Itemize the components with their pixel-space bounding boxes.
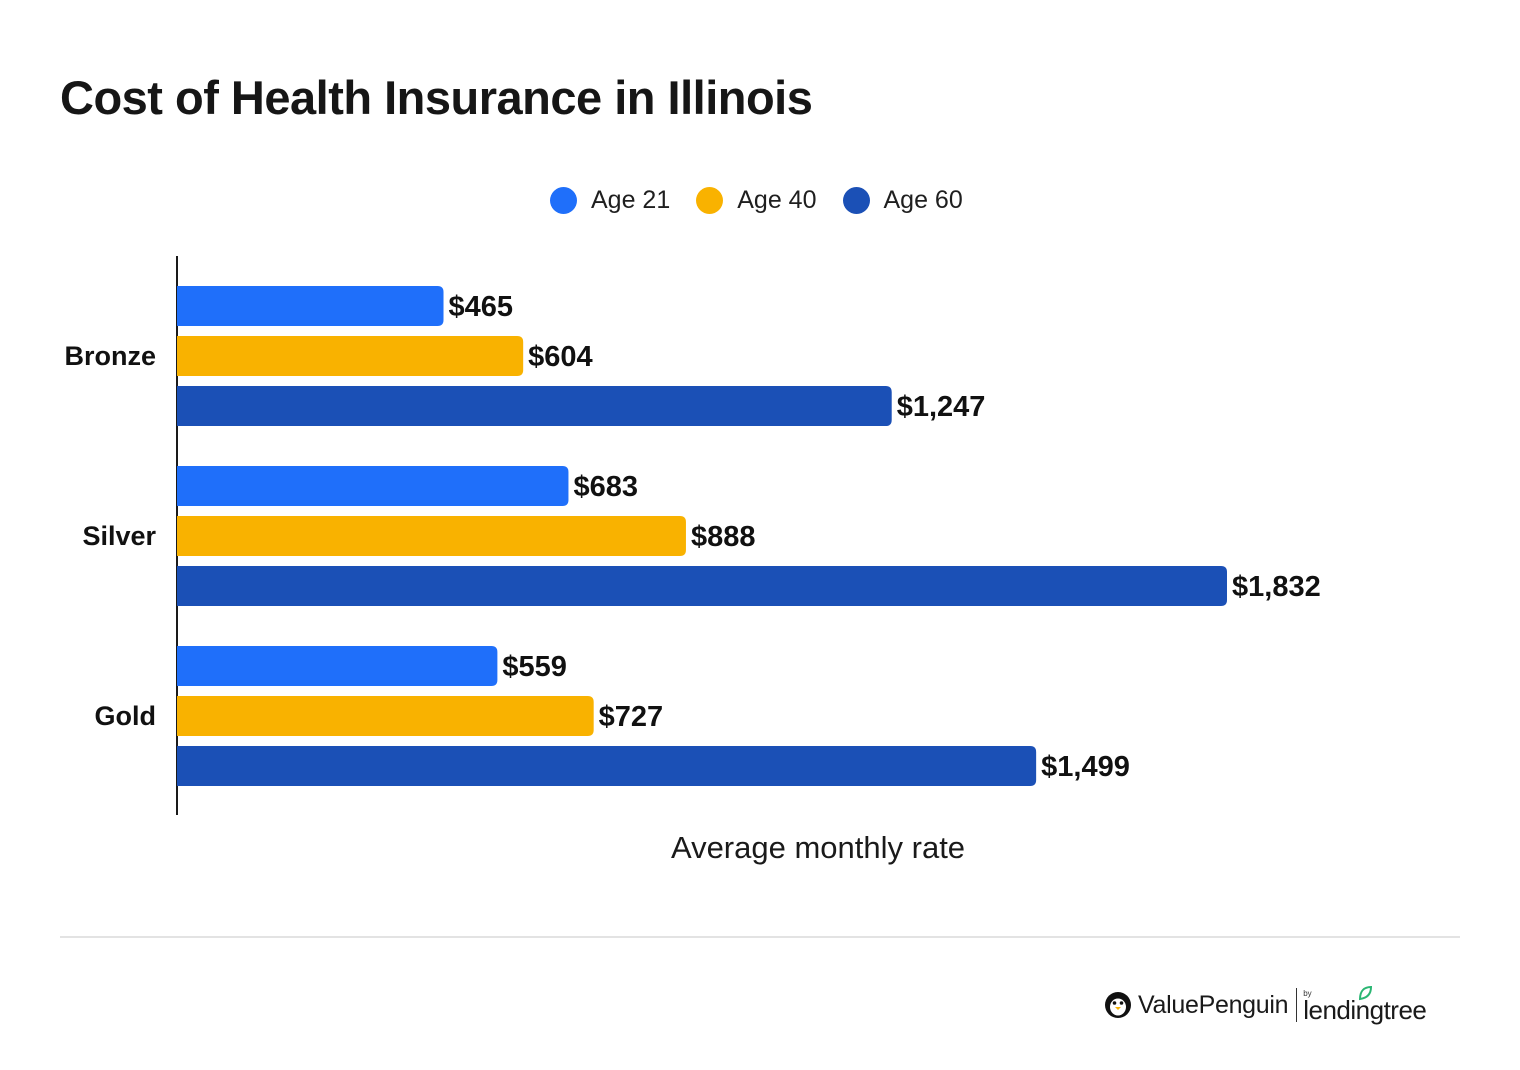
by-text: by: [1303, 989, 1312, 998]
data-label-bronze-age-40: $604: [528, 341, 593, 373]
bar-gold-age-40: [177, 696, 594, 736]
legend-item-age-60: Age 60: [842, 185, 963, 215]
legend-label-age-40: Age 40: [737, 185, 817, 214]
data-label-bronze-age-21: $465: [449, 291, 514, 323]
category-label-gold: Gold: [95, 701, 157, 731]
brand-name: ValuePenguin: [1138, 990, 1289, 1019]
legend-label-age-60: Age 60: [883, 185, 963, 214]
data-label-bronze-age-60: $1,247: [897, 391, 986, 423]
footer-divider: [60, 936, 1460, 938]
legend-swatch-age-40: [696, 186, 724, 214]
brand-separator: [1296, 988, 1298, 1022]
x-axis-label: Average monthly rate: [671, 830, 965, 865]
data-label-gold-age-21: $559: [502, 651, 567, 683]
legend-item-age-40: Age 40: [696, 185, 817, 215]
category-label-silver: Silver: [82, 521, 156, 551]
data-label-silver-age-40: $888: [691, 521, 756, 553]
bar-chart: Bronze $465 $604 $1,247 Silver $683 $888 $1,832…: [64, 256, 1321, 865]
partner-logo: by lendingtree: [1303, 985, 1427, 1025]
legend-item-age-21: Age 21: [550, 186, 670, 215]
labels-layer: Bronze $465 $604 $1,247 Silver $683 $888 $1,832…: [64, 291, 1320, 783]
bar-bronze-age-21: [177, 286, 444, 326]
chart-legend: Age 21 Age 40 Age 60: [550, 183, 989, 217]
bar-silver-age-21: [177, 466, 569, 506]
category-label-bronze: Bronze: [64, 341, 156, 371]
legend-swatch-age-21: [550, 186, 577, 214]
legend-swatch-age-60: [842, 186, 870, 214]
penguin-icon: [1105, 992, 1131, 1018]
bar-bronze-age-40: [177, 336, 524, 376]
brand-logo: ValuePenguin by lendingtree: [1104, 980, 1444, 1030]
bar-gold-age-60: [177, 746, 1037, 786]
partner-name: lendingtree: [1303, 995, 1427, 1025]
data-label-gold-age-60: $1,499: [1041, 751, 1130, 783]
legend-label-age-21: Age 21: [591, 185, 671, 214]
bar-silver-age-60: [177, 566, 1227, 606]
bar-bronze-age-60: [177, 386, 892, 426]
data-label-gold-age-40: $727: [599, 701, 664, 733]
leaf-icon: [1359, 985, 1373, 1001]
data-label-silver-age-21: $683: [573, 471, 638, 503]
chart-title: Cost of Health Insurance in Illinois: [60, 71, 813, 124]
data-label-silver-age-60: $1,832: [1232, 571, 1321, 603]
bar-silver-age-40: [177, 516, 686, 556]
bar-gold-age-21: [177, 646, 498, 686]
bars-layer: [177, 286, 1227, 786]
